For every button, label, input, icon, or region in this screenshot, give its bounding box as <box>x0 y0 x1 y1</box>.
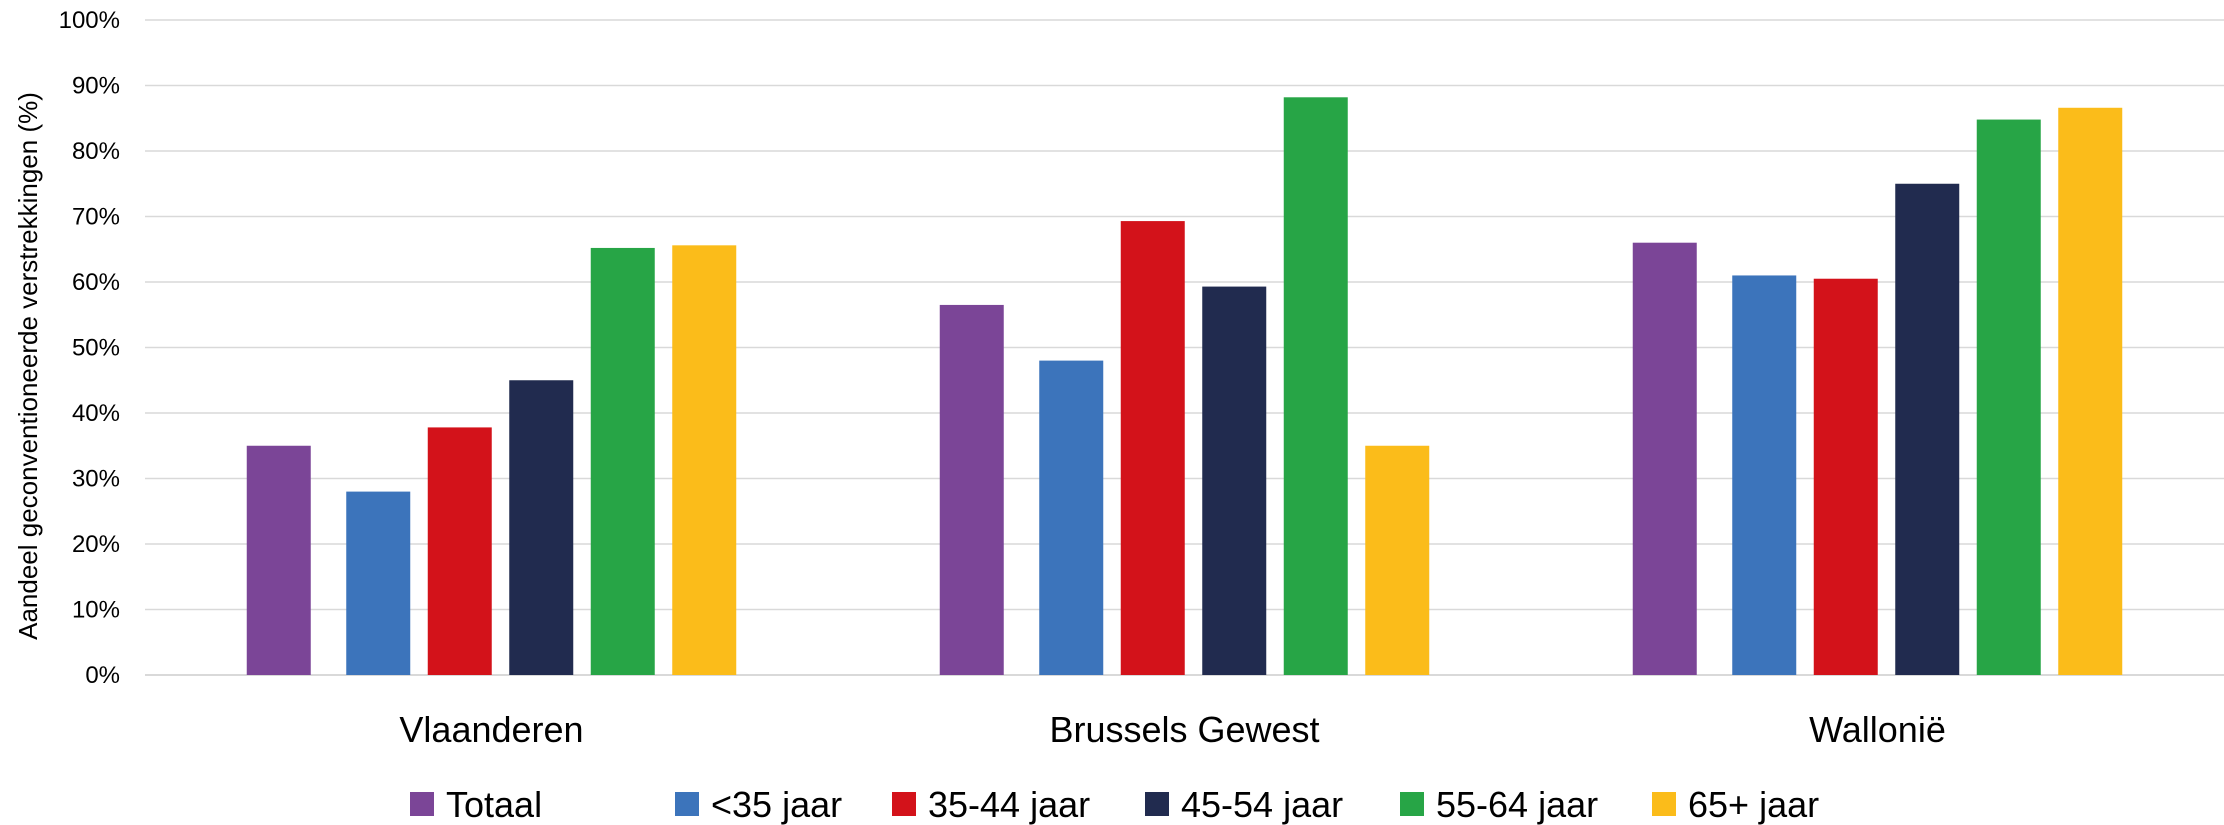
bar-3-2 <box>1732 275 1797 675</box>
bar-2-2 <box>1039 360 1104 675</box>
y-tick-label: 40% <box>72 400 120 427</box>
y-tick-label: 10% <box>72 597 120 624</box>
legend-swatch <box>410 792 434 816</box>
y-tick-label: 20% <box>72 531 120 558</box>
bar-1-1 <box>246 445 311 675</box>
bar-1-6 <box>672 245 737 675</box>
bar-1-2 <box>346 491 411 675</box>
legend-swatch <box>892 792 916 816</box>
legend-label: 45-54 jaar <box>1181 784 1343 825</box>
legend-swatch <box>1652 792 1676 816</box>
legend-label: Totaal <box>446 784 542 825</box>
y-axis-ticks: 0% 10% 20% 30% 40% 50% 60% 70% 80% 90% 100% <box>59 7 120 689</box>
bar-2-4 <box>1202 286 1267 675</box>
bar-1-4 <box>509 380 574 675</box>
bar-2-3 <box>1120 221 1185 675</box>
y-tick-label: 100% <box>59 7 120 34</box>
bars <box>246 97 2123 676</box>
bar-3-6 <box>2058 107 2123 675</box>
legend-swatch <box>1145 792 1169 816</box>
y-tick-label: 50% <box>72 335 120 362</box>
x-category-label: Vlaanderen <box>399 709 583 750</box>
x-category-label: Wallonië <box>1809 709 1946 750</box>
y-tick-label: 80% <box>72 138 120 165</box>
legend: Totaal <35 jaar 35-44 jaar 45-54 jaar 55-64 … <box>410 784 1819 825</box>
legend-swatch <box>675 792 699 816</box>
bar-3-5 <box>1976 119 2041 675</box>
y-tick-label: 70% <box>72 204 120 231</box>
bar-3-3 <box>1813 278 1878 675</box>
y-tick-label: 90% <box>72 73 120 100</box>
y-tick-label: 0% <box>85 662 120 689</box>
legend-swatch <box>1400 792 1424 816</box>
bar-3-1 <box>1632 242 1697 675</box>
bar-2-5 <box>1283 97 1348 676</box>
legend-label: 35-44 jaar <box>928 784 1090 825</box>
x-category-label: Brussels Gewest <box>1049 709 1319 750</box>
legend-label: <35 jaar <box>711 784 842 825</box>
bar-2-1 <box>939 304 1004 675</box>
bar-2-6 <box>1365 445 1430 675</box>
x-axis-categories: Vlaanderen Brussels Gewest Wallonië <box>399 709 1945 750</box>
bar-1-3 <box>427 427 492 675</box>
y-tick-label: 30% <box>72 466 120 493</box>
bar-3-4 <box>1895 183 1960 675</box>
legend-label: 65+ jaar <box>1688 784 1819 825</box>
y-axis-title: Aandeel geconventioneerde verstrekkingen… <box>13 92 43 640</box>
legend-label: 55-64 jaar <box>1436 784 1598 825</box>
y-tick-label: 60% <box>72 269 120 296</box>
bar-1-5 <box>590 247 655 675</box>
